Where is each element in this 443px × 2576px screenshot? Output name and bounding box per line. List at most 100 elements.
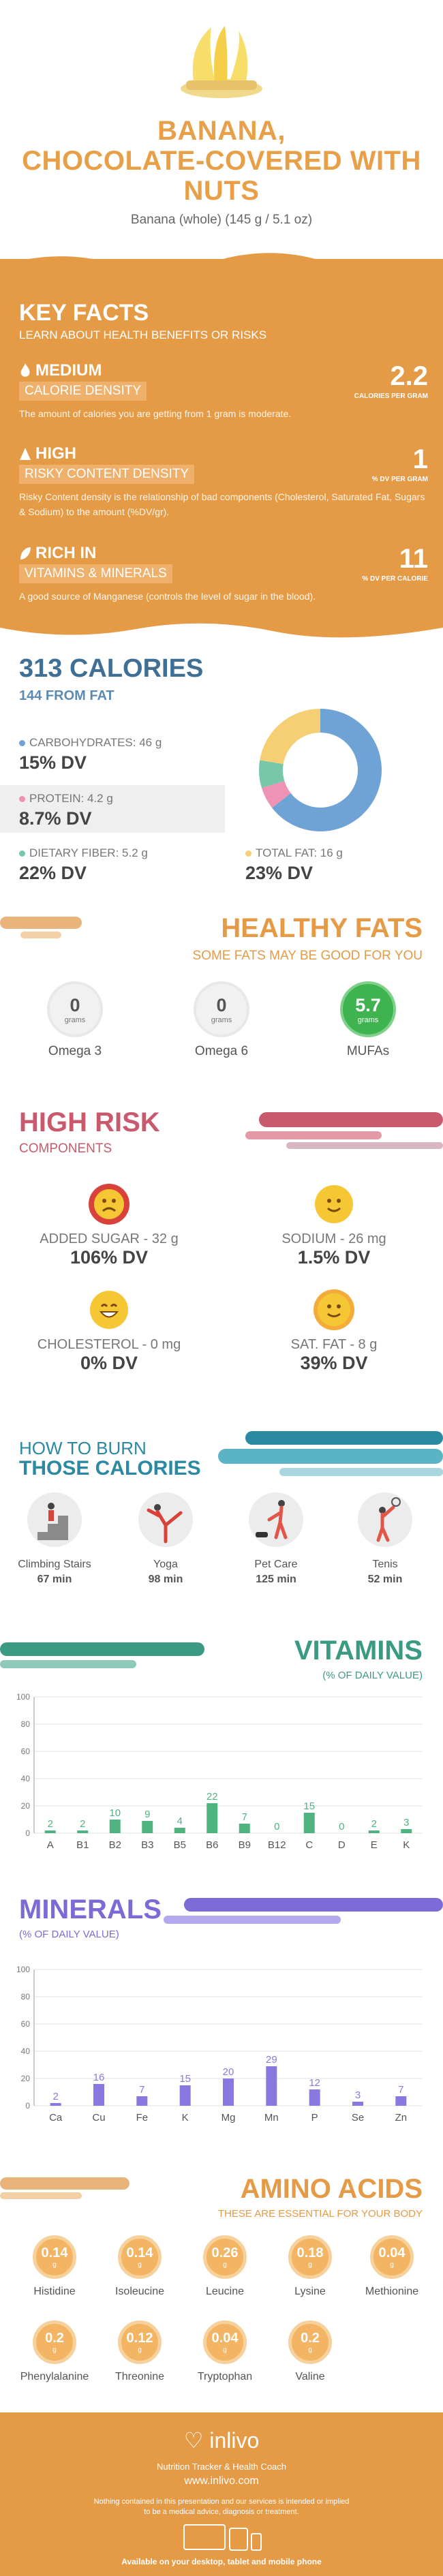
amino-phenylalanine: 0.2 g Phenylalanine bbox=[14, 2320, 95, 2383]
amino-circle: 0.2 g bbox=[33, 2320, 76, 2364]
bar-E bbox=[368, 1830, 380, 1833]
decor-stripes bbox=[218, 1431, 443, 1476]
calories-title: 313 CALORIES bbox=[19, 654, 204, 683]
amino-circle: 0.04 g bbox=[203, 2320, 247, 2364]
footer-url[interactable]: www.inlivo.com bbox=[184, 2475, 259, 2487]
healthy-fats-section: HEALTHY FATS SOME FATS MAY BE GOOD FOR Y… bbox=[0, 886, 443, 1104]
amino-circle: 0.12 g bbox=[118, 2320, 162, 2364]
y-tick-label: 60 bbox=[21, 2019, 31, 2029]
bar-value-label: 16 bbox=[93, 2072, 105, 2083]
amino-name: Isoleucine bbox=[114, 2286, 165, 2297]
vitamins-subtitle: (% OF DAILY VALUE) bbox=[322, 1670, 423, 1681]
risk-dv: 106% DV bbox=[70, 1247, 149, 1268]
bar-value-label: 4 bbox=[177, 1815, 183, 1827]
key-facts-subheading: LEARN ABOUT HEALTH BENEFITS OR RISKS bbox=[19, 328, 267, 341]
high-risk-section: HIGH RISK COMPONENTS ADDED SUGAR - 32 g … bbox=[0, 1104, 443, 1417]
key-fact-value: 2.2 bbox=[390, 361, 428, 391]
activity-minutes: 67 min bbox=[37, 1574, 72, 1585]
amino-value: 0.26 bbox=[211, 2245, 239, 2260]
bar-Se bbox=[352, 2102, 363, 2106]
y-tick-label: 60 bbox=[21, 1747, 31, 1756]
key-fact-name: RISKY CONTENT DENSITY bbox=[19, 465, 195, 484]
fat-value: 0 bbox=[70, 994, 80, 1015]
key-fact-value: 1 bbox=[412, 444, 428, 474]
amino-subtitle: THESE ARE ESSENTIAL FOR YOUR BODY bbox=[217, 2208, 423, 2220]
fat-value: 0 bbox=[216, 994, 227, 1015]
y-tick-label: 20 bbox=[21, 2074, 31, 2083]
bar-value-label: 2 bbox=[80, 1818, 85, 1830]
amino-unit: g bbox=[308, 2261, 312, 2269]
x-tick-label: K bbox=[403, 1839, 410, 1851]
minerals-subtitle: (% OF DAILY VALUE) bbox=[19, 1929, 119, 1940]
bar-Mn bbox=[266, 2066, 277, 2106]
y-tick-label: 40 bbox=[21, 2046, 31, 2056]
x-tick-label: B2 bbox=[109, 1839, 121, 1851]
bar-value-label: 3 bbox=[403, 1817, 409, 1828]
minerals-title: MINERALS bbox=[19, 1895, 162, 1925]
bar-B1 bbox=[77, 1830, 89, 1833]
amino-acids-section: AMINO ACIDS THESE ARE ESSENTIAL FOR YOUR… bbox=[0, 2167, 443, 2412]
bar-value-label: 2 bbox=[52, 2091, 58, 2102]
footer-disclaimer: to be a medical advice, diagnosis or tre… bbox=[144, 2508, 299, 2516]
footer-disclaimer: Nothing contained in this presentation a… bbox=[93, 2498, 350, 2506]
y-tick-label: 0 bbox=[25, 2101, 30, 2111]
key-fact-risky-content: HIGH RISKY CONTENT DENSITY 1 % DV PER GR… bbox=[19, 444, 428, 519]
risk-dv: 1.5% DV bbox=[297, 1247, 371, 1268]
vitamins-section: VITAMINS (% OF DAILY VALUE) 0 20 40 60 80 100… bbox=[0, 1622, 443, 1895]
key-fact-description: The amount of calories you are getting f… bbox=[19, 408, 292, 419]
key-fact-level: MEDIUM bbox=[35, 361, 102, 380]
macro-dv: 8.7% DV bbox=[19, 808, 92, 829]
amino-name: Leucine bbox=[205, 2286, 245, 2297]
y-tick-label: 80 bbox=[21, 1719, 31, 1729]
amino-unit: g bbox=[223, 2261, 227, 2269]
bar-value-label: 9 bbox=[144, 1809, 150, 1820]
risk-sat-fat: SAT. FAT - 8 g 39% DV bbox=[232, 1288, 436, 1374]
x-tick-label: B3 bbox=[141, 1839, 153, 1851]
amino-unit: g bbox=[138, 2261, 142, 2269]
macro-label: TOTAL FAT: 16 g bbox=[256, 846, 343, 859]
amino-name: Lysine bbox=[294, 2286, 326, 2297]
amino-circle: 0.26 g bbox=[203, 2235, 247, 2279]
key-fact-unit: % DV PER GRAM bbox=[371, 476, 428, 483]
bar-value-label: 0 bbox=[274, 1821, 279, 1833]
burn-heading-1: HOW TO BURN bbox=[19, 1438, 147, 1458]
key-fact-description: A good source of Manganese (controls the… bbox=[19, 591, 316, 602]
high-risk-subtitle: COMPONENTS bbox=[19, 1141, 112, 1156]
carbs-dot bbox=[19, 740, 25, 747]
devices-icon bbox=[183, 2524, 262, 2551]
amino-circle: 0.04 g bbox=[370, 2235, 414, 2279]
bar-Mg bbox=[223, 2079, 234, 2106]
macro-label: PROTEIN: 4.2 g bbox=[29, 792, 113, 805]
x-tick-label: Mg bbox=[222, 2112, 236, 2123]
y-tick-label: 80 bbox=[21, 1992, 31, 2002]
macro-fat: TOTAL FAT: 16 g 23% DV bbox=[245, 846, 343, 884]
donut-slice-carbohydrates bbox=[272, 709, 382, 831]
x-tick-label: Cu bbox=[92, 2112, 105, 2123]
risk-sodium: SODIUM - 26 mg 1.5% DV bbox=[232, 1182, 436, 1268]
key-fact-unit: % DV PER CALORIE bbox=[362, 575, 428, 583]
stairs-icon bbox=[27, 1492, 82, 1547]
x-tick-label: K bbox=[182, 2112, 189, 2123]
x-tick-label: Fe bbox=[136, 2112, 149, 2123]
vitamins-bar-chart: 0204060801002A2B110B29B34B522B67B90B1215… bbox=[16, 1692, 423, 1851]
fat-name: Omega 3 bbox=[48, 1044, 102, 1058]
key-fact-value: 11 bbox=[399, 544, 428, 574]
warning-icon bbox=[20, 448, 31, 460]
healthy-fats-subtitle: SOME FATS MAY BE GOOD FOR YOU bbox=[192, 949, 423, 963]
y-tick-label: 20 bbox=[21, 1801, 31, 1811]
amino-title: AMINO ACIDS bbox=[240, 2174, 423, 2204]
bar-value-label: 20 bbox=[223, 2066, 234, 2078]
activity-minutes: 52 min bbox=[367, 1574, 403, 1585]
donut-slice-protein bbox=[261, 780, 291, 808]
bar-K bbox=[179, 2085, 191, 2106]
amino-name: Methionine bbox=[365, 2286, 419, 2297]
amino-name: Tryptophan bbox=[197, 2371, 253, 2382]
minerals-bar-chart: 0 20 40 60 80 100 2 Ca 16 Cu 7 Fe 15 K 20 Mg 29 Mn 12 P 3 Se 7… bbox=[16, 1965, 423, 2123]
bar-value-label: 2 bbox=[48, 1818, 53, 1830]
amino-value: 0.12 bbox=[126, 2331, 153, 2346]
macro-donut-chart bbox=[259, 709, 382, 831]
amino-value: 0.18 bbox=[296, 2245, 324, 2260]
footer-tagline: Nutrition Tracker & Health Coach bbox=[156, 2462, 287, 2472]
sad-face-icon bbox=[89, 1184, 129, 1225]
fat-value: 5.7 bbox=[355, 994, 381, 1015]
